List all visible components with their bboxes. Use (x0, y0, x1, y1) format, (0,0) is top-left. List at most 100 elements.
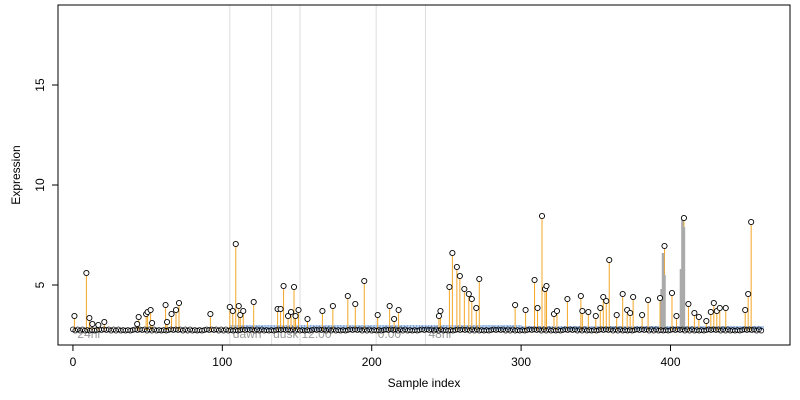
data-point (292, 312, 299, 320)
x-axis: 0 100 200 300 400 (70, 344, 681, 369)
x-tick-label: 400 (660, 355, 680, 369)
data-point (95, 321, 102, 329)
data-point (361, 277, 368, 285)
data-point (147, 306, 154, 314)
data-point (175, 299, 183, 307)
data-point (164, 318, 171, 326)
y-tick-label: 10 (33, 178, 47, 192)
data-point (386, 302, 393, 310)
data-point (691, 309, 698, 317)
data-point (435, 312, 442, 320)
data-point (329, 302, 336, 310)
data-point (71, 312, 78, 320)
data-point (619, 290, 626, 298)
data-point (476, 275, 483, 283)
data-point (673, 312, 680, 320)
data-point (250, 298, 257, 306)
grey-series (660, 219, 686, 330)
data-point (240, 307, 247, 315)
baseline-points (70, 326, 765, 334)
data-point (685, 300, 692, 308)
data-point (207, 310, 214, 318)
x-tick-label: 100 (212, 355, 232, 369)
data-point (512, 301, 519, 309)
data-point (577, 292, 584, 300)
x-tick-label: 300 (511, 355, 531, 369)
data-point (538, 212, 546, 220)
data-point (232, 240, 239, 248)
x-axis-title: Sample index (388, 376, 461, 390)
data-point (290, 283, 298, 291)
data-point (374, 311, 381, 319)
data-point (168, 310, 175, 318)
data-point (661, 242, 668, 250)
data-point (695, 313, 702, 321)
data-point (745, 290, 752, 298)
data-point (468, 295, 475, 303)
data-point (453, 263, 460, 271)
baseline-point (758, 327, 765, 334)
data-point (639, 311, 646, 319)
data-point (534, 304, 541, 312)
data-point (603, 297, 610, 305)
data-point (579, 307, 586, 315)
data-point (592, 312, 599, 320)
data-point (606, 256, 613, 264)
data-point (352, 300, 359, 308)
data-point (722, 304, 729, 312)
data-point (280, 282, 287, 290)
time-annotation: 48hr (428, 327, 452, 341)
data-point (295, 306, 302, 314)
data-point (449, 249, 456, 257)
data-point (162, 301, 169, 309)
data-point (585, 308, 592, 316)
data-point (465, 290, 472, 298)
data-point (742, 306, 749, 314)
data-point (656, 294, 664, 302)
data-point (564, 295, 571, 303)
y-axis-title: Expression (9, 145, 23, 204)
data-point (473, 304, 480, 312)
data-point (172, 306, 180, 314)
data-point (522, 306, 529, 314)
data-point (344, 292, 351, 300)
data-point (437, 307, 444, 315)
data-point (456, 272, 463, 280)
data-point (630, 293, 637, 301)
data-point (229, 307, 236, 315)
data-point (707, 308, 714, 316)
data-point (101, 318, 108, 326)
x-tick-label: 0 (70, 355, 77, 369)
data-point (304, 315, 311, 323)
data-point (716, 304, 723, 312)
data-point (627, 309, 634, 317)
data-point (597, 304, 604, 312)
data-point (235, 302, 242, 310)
data-point (553, 307, 561, 315)
data-point (446, 283, 453, 291)
y-axis: 5 10 15 (33, 78, 59, 288)
data-point (748, 218, 755, 226)
data-point (645, 296, 652, 304)
data-point (149, 319, 156, 327)
data-point (277, 305, 284, 313)
data-point (86, 314, 93, 322)
y-tick-label: 15 (33, 78, 47, 92)
data-point (226, 303, 233, 311)
time-annotation: 24hr (77, 327, 101, 341)
data-point (135, 313, 142, 321)
data-point (680, 214, 687, 222)
data-point (461, 285, 468, 293)
data-point (531, 276, 538, 284)
data-point (319, 307, 326, 315)
data-point (89, 320, 96, 328)
data-point (395, 306, 402, 314)
data-point (710, 299, 717, 307)
y-tick-label: 5 (33, 281, 47, 288)
data-point (543, 282, 550, 290)
data-point (668, 289, 676, 297)
data-point (237, 311, 244, 319)
data-point (285, 312, 292, 320)
vertical-guides (229, 5, 426, 345)
